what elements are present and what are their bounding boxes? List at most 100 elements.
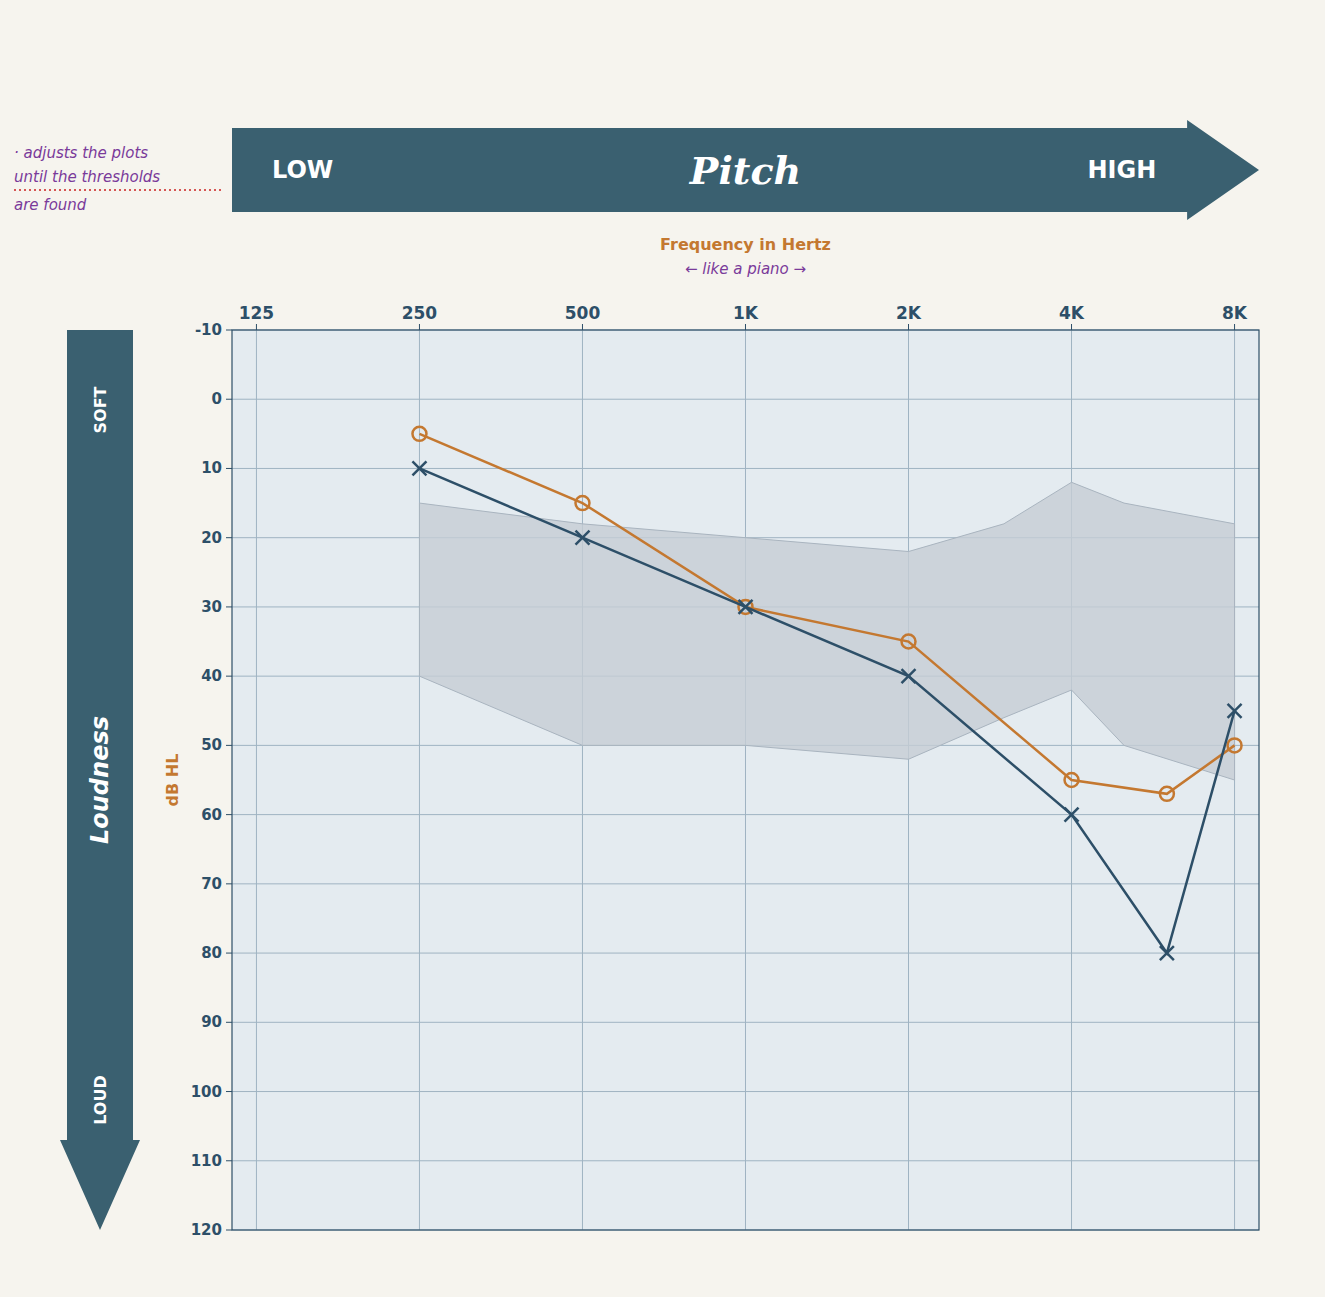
- y-tick-label: 110: [191, 1152, 222, 1170]
- circle-marker: [1065, 773, 1079, 787]
- x-grid-line: [745, 330, 746, 1230]
- circle-marker: [902, 635, 916, 649]
- x-tick: [745, 324, 746, 330]
- x-marker: [1228, 704, 1242, 718]
- x-marker-stroke: [902, 669, 916, 683]
- y-grid-line: [232, 1091, 1259, 1092]
- y-grid-line: [232, 1160, 1259, 1161]
- chart: LOW Pitch HIGH Frequency in Hertz ← like a p…: [0, 0, 1325, 1297]
- piano-note: ← like a piano →: [685, 260, 806, 278]
- x-marker-stroke: [575, 531, 589, 545]
- y-tick-label: 40: [201, 667, 222, 685]
- x-tick: [1071, 324, 1072, 330]
- y-tick-label: 70: [201, 875, 222, 893]
- plot-frame: [232, 330, 1259, 1230]
- x-tick-label: 8K: [1222, 303, 1248, 323]
- x-marker: [412, 461, 426, 475]
- y-tick: [226, 399, 232, 400]
- x-marker-stroke: [1065, 808, 1079, 822]
- x-tick-label: 4K: [1059, 303, 1085, 323]
- circle-marker: [1160, 787, 1174, 801]
- note: until the thresholds: [14, 168, 160, 186]
- title: Pitch: [689, 148, 801, 193]
- y-grid-line: [232, 953, 1259, 954]
- y-grid-line: [232, 468, 1259, 469]
- loud-label: LOUD: [91, 1075, 110, 1125]
- x-marker-stroke: [1228, 704, 1242, 718]
- y-tick-label: 10: [201, 459, 222, 477]
- y-tick: [226, 1091, 232, 1092]
- x-grid-line: [419, 330, 420, 1230]
- y-tick: [226, 606, 232, 607]
- y-grid-line: [232, 399, 1259, 400]
- grid: [232, 330, 1259, 1230]
- speech-band: [419, 482, 1234, 780]
- y-grid-line: [232, 814, 1259, 815]
- y-tick: [226, 1160, 232, 1161]
- x-marker-stroke: [1160, 946, 1174, 960]
- note: are found: [14, 196, 87, 214]
- x-marker-stroke: [412, 461, 426, 475]
- x-tick: [908, 324, 909, 330]
- y-tick: [226, 953, 232, 954]
- y-tick-label: 50: [201, 736, 222, 754]
- circle-marker: [738, 600, 752, 614]
- circle-marker: [575, 496, 589, 510]
- circle-marker: [412, 427, 426, 441]
- x-tick-label: 500: [565, 303, 601, 323]
- y-axis-label: dB HL: [163, 754, 182, 807]
- x-grid-line: [908, 330, 909, 1230]
- x-marker-stroke: [738, 600, 752, 614]
- y-tick: [226, 745, 232, 746]
- y-grid-line: [232, 883, 1259, 884]
- x-grid-line: [582, 330, 583, 1230]
- x-tick-label: 125: [239, 303, 275, 323]
- x-tick: [256, 324, 257, 330]
- x-tick: [582, 324, 583, 330]
- x-marker: [738, 600, 752, 614]
- y-tick-label: 60: [201, 806, 222, 824]
- y-tick: [226, 468, 232, 469]
- high-label: HIGH: [1087, 156, 1156, 184]
- x-marker-stroke: [1065, 808, 1079, 822]
- x-marker-stroke: [1160, 946, 1174, 960]
- y-tick-label: 90: [201, 1013, 222, 1031]
- x-marker: [902, 669, 916, 683]
- x-marker-stroke: [1228, 704, 1242, 718]
- y-tick: [226, 1230, 232, 1231]
- x-tick: [1234, 324, 1235, 330]
- low-label: LOW: [272, 156, 333, 184]
- note-underline: [14, 189, 222, 191]
- x-axis-label: Frequency in Hertz: [660, 235, 831, 254]
- y-tick-label: 120: [191, 1221, 222, 1239]
- y-tick-label: -10: [195, 321, 222, 339]
- y-tick: [226, 1022, 232, 1023]
- x-marker-stroke: [738, 600, 752, 614]
- x-marker-stroke: [412, 461, 426, 475]
- loudness-label: Loudness: [86, 716, 114, 844]
- series-line: [419, 434, 1234, 794]
- y-tick: [226, 883, 232, 884]
- y-tick: [226, 676, 232, 677]
- pitch-arrow: [232, 120, 1259, 220]
- plot-background: [232, 330, 1259, 1230]
- x-tick-label: 2K: [896, 303, 922, 323]
- y-tick-label: 80: [201, 944, 222, 962]
- y-tick-label: 100: [191, 1083, 222, 1101]
- marks: [412, 427, 1241, 960]
- x-marker-stroke: [575, 531, 589, 545]
- note: · adjusts the plots: [14, 144, 148, 162]
- x-tick-label: 250: [402, 303, 438, 323]
- x-marker: [575, 531, 589, 545]
- y-grid-line: [232, 1022, 1259, 1023]
- soft-label: SOFT: [91, 386, 110, 433]
- y-tick: [226, 814, 232, 815]
- x-tick-label: 1K: [733, 303, 759, 323]
- y-tick-label: 20: [201, 529, 222, 547]
- y-tick: [226, 330, 232, 331]
- series-line: [419, 468, 1234, 953]
- y-tick-label: 0: [212, 390, 222, 408]
- loudness-arrow: [60, 330, 140, 1230]
- x-marker: [1160, 946, 1174, 960]
- y-tick: [226, 537, 232, 538]
